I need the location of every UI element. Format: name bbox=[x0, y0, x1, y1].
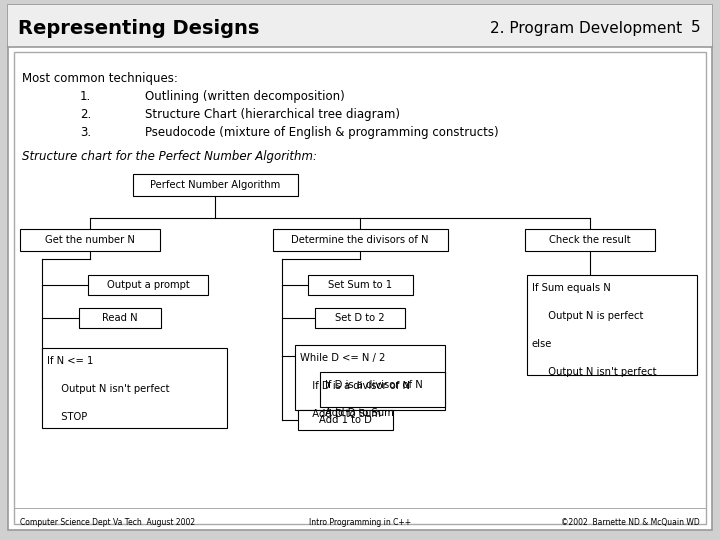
FancyBboxPatch shape bbox=[527, 275, 697, 375]
FancyBboxPatch shape bbox=[307, 275, 413, 295]
FancyBboxPatch shape bbox=[42, 348, 227, 428]
Text: Add D to Sum: Add D to Sum bbox=[325, 408, 394, 418]
Text: Output a prompt: Output a prompt bbox=[107, 280, 189, 290]
FancyBboxPatch shape bbox=[295, 345, 445, 410]
Text: Check the result: Check the result bbox=[549, 235, 631, 245]
Text: STOP: STOP bbox=[55, 412, 87, 422]
Text: If D is a divisor of N: If D is a divisor of N bbox=[306, 381, 410, 391]
FancyBboxPatch shape bbox=[88, 275, 208, 295]
Text: 2.: 2. bbox=[80, 108, 91, 121]
FancyBboxPatch shape bbox=[79, 308, 161, 328]
Text: Add 1 to D: Add 1 to D bbox=[318, 415, 372, 425]
Text: Output N isn't perfect: Output N isn't perfect bbox=[542, 367, 657, 377]
Text: If D is a divisor of N: If D is a divisor of N bbox=[325, 380, 423, 390]
Text: ©2002  Barnette ND & McQuain WD: ©2002 Barnette ND & McQuain WD bbox=[562, 518, 700, 527]
Text: Get the number N: Get the number N bbox=[45, 235, 135, 245]
Text: Intro Programming in C++: Intro Programming in C++ bbox=[309, 518, 411, 527]
FancyBboxPatch shape bbox=[14, 52, 706, 524]
Text: If Sum equals N: If Sum equals N bbox=[532, 283, 611, 293]
Text: Pseudocode (mixture of English & programming constructs): Pseudocode (mixture of English & program… bbox=[145, 126, 499, 139]
FancyBboxPatch shape bbox=[8, 5, 712, 530]
Text: Outlining (written decomposition): Outlining (written decomposition) bbox=[145, 90, 345, 103]
Text: Output N isn't perfect: Output N isn't perfect bbox=[55, 384, 169, 394]
Text: Structure Chart (hierarchical tree diagram): Structure Chart (hierarchical tree diagr… bbox=[145, 108, 400, 121]
Text: If N <= 1: If N <= 1 bbox=[47, 356, 94, 366]
FancyBboxPatch shape bbox=[20, 229, 160, 251]
FancyBboxPatch shape bbox=[272, 229, 448, 251]
Text: Set D to 2: Set D to 2 bbox=[336, 313, 384, 323]
Text: else: else bbox=[532, 339, 552, 349]
FancyBboxPatch shape bbox=[525, 229, 655, 251]
FancyBboxPatch shape bbox=[297, 410, 392, 430]
FancyBboxPatch shape bbox=[132, 174, 297, 196]
Text: 5: 5 bbox=[690, 21, 700, 36]
Text: Most common techniques:: Most common techniques: bbox=[22, 72, 178, 85]
Text: Add D to Sum: Add D to Sum bbox=[306, 409, 381, 419]
Text: Set Sum to 1: Set Sum to 1 bbox=[328, 280, 392, 290]
Text: 2. Program Development: 2. Program Development bbox=[490, 21, 682, 36]
Text: Computer Science Dept Va Tech  August 2002: Computer Science Dept Va Tech August 200… bbox=[20, 518, 195, 527]
FancyBboxPatch shape bbox=[8, 5, 712, 47]
Text: Structure chart for the Perfect Number Algorithm:: Structure chart for the Perfect Number A… bbox=[22, 150, 317, 163]
Text: Perfect Number Algorithm: Perfect Number Algorithm bbox=[150, 180, 280, 190]
Text: Representing Designs: Representing Designs bbox=[18, 18, 259, 37]
Text: Output N is perfect: Output N is perfect bbox=[542, 311, 644, 321]
FancyBboxPatch shape bbox=[315, 308, 405, 328]
Text: 1.: 1. bbox=[80, 90, 91, 103]
Text: While D <= N / 2: While D <= N / 2 bbox=[300, 353, 385, 363]
Text: Determine the divisors of N: Determine the divisors of N bbox=[292, 235, 428, 245]
Text: Read N: Read N bbox=[102, 313, 138, 323]
FancyBboxPatch shape bbox=[320, 372, 445, 407]
Text: 3.: 3. bbox=[80, 126, 91, 139]
